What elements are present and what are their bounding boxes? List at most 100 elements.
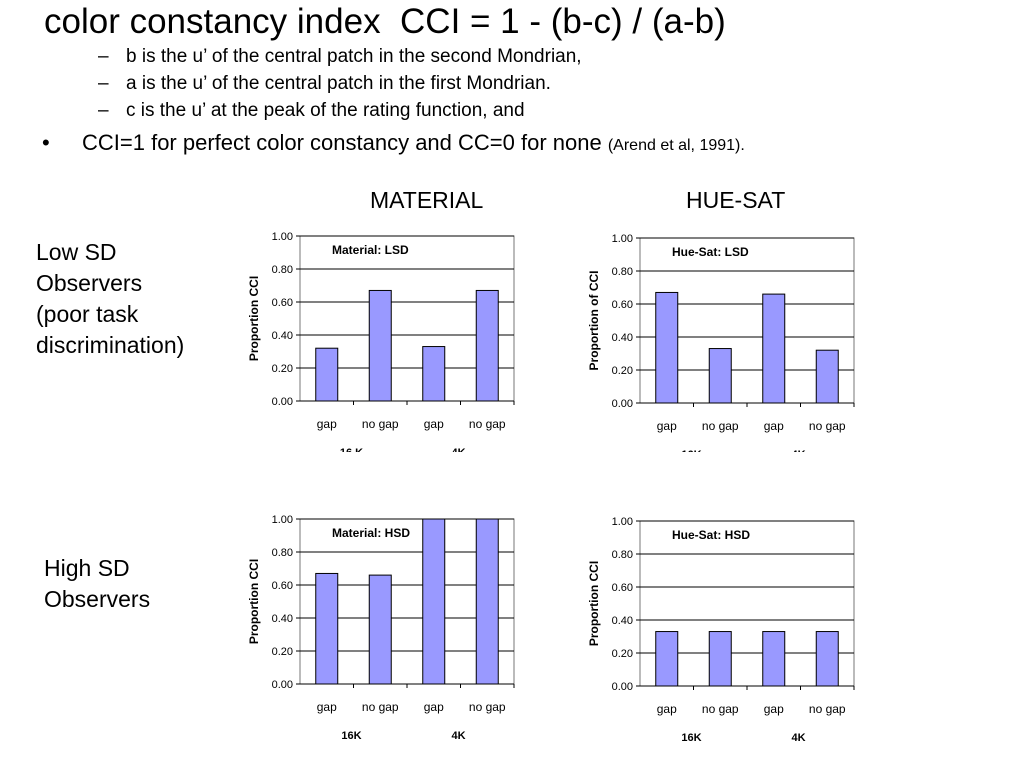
x-tick-label: gap <box>424 417 444 431</box>
x-tick-label: gap <box>657 419 677 433</box>
bar <box>368 289 392 402</box>
row-label-line: Observers <box>36 270 143 296</box>
chart-material-hsd: 0.00 0.20 0.40 0.60 0.80 1.00 gap no gap gap no g… <box>238 503 538 743</box>
group-label: 16K <box>341 730 361 742</box>
y-tick-label: 1.00 <box>272 231 293 243</box>
group-label: 16 K <box>340 447 363 452</box>
y-axis-label: Proportion CCI <box>247 276 261 361</box>
chart-title: Material: HSD <box>332 526 410 540</box>
y-tick-label: 0.00 <box>272 679 293 691</box>
bar <box>762 631 786 687</box>
bar <box>815 349 839 404</box>
bar <box>315 572 339 685</box>
bar <box>655 631 679 687</box>
y-axis-label: Proportion of CCI <box>587 271 601 371</box>
row-label-high-sd: High SD Observers <box>44 553 150 615</box>
subitem-a: – a is the u’ of the central patch in the… <box>98 72 551 96</box>
group-label: 16K <box>681 732 701 744</box>
slide-title: color constancy index CCI = 1 - (b-c) / … <box>44 2 726 41</box>
column-header-hue-sat: HUE-SAT <box>686 187 786 213</box>
bar <box>708 348 732 404</box>
y-tick-label: 0.40 <box>612 332 633 344</box>
chart-title: Hue-Sat: LSD <box>672 245 749 259</box>
y-tick-label: 1.00 <box>272 514 293 526</box>
y-tick-label: 0.20 <box>272 646 293 658</box>
bullet-citation: (Arend et al, 1991). <box>607 137 745 154</box>
bar <box>475 518 499 685</box>
y-tick-label: 1.00 <box>612 233 633 245</box>
group-label: 4K <box>451 730 465 742</box>
y-axis-label: Proportion CCI <box>247 559 261 644</box>
x-tick-label: gap <box>317 700 337 714</box>
x-tick-label: gap <box>317 417 337 431</box>
group-label: 4K <box>451 447 465 452</box>
bar <box>762 293 786 404</box>
chart-material-lsd: 0.00 0.20 0.40 0.60 0.80 1.00 gap no gap gap no g… <box>238 220 538 452</box>
y-tick-label: 0.80 <box>272 547 293 559</box>
chart-title: Hue-Sat: HSD <box>672 528 750 542</box>
dash-marker: – <box>98 73 109 94</box>
subitem-text: c is the u’ at the peak of the rating fu… <box>126 100 525 121</box>
bar <box>422 346 446 402</box>
bar <box>422 518 446 685</box>
y-tick-label: 0.40 <box>272 330 293 342</box>
y-tick-label: 0.60 <box>612 582 633 594</box>
y-axis-label: Proportion CCI <box>587 561 601 646</box>
x-tick-label: no gap <box>469 700 506 714</box>
bar <box>655 291 679 404</box>
row-label-line: High SD <box>44 555 130 581</box>
bullet-marker: • <box>42 130 50 155</box>
chart-svg: 0.00 0.20 0.40 0.60 0.80 1.00 gap no gap gap no g… <box>247 231 515 452</box>
group-label: 4K <box>791 732 805 744</box>
chart-svg: 0.00 0.20 0.40 0.60 0.80 1.00 gap no gap gap no g… <box>587 516 855 744</box>
y-tick-label: 0.60 <box>272 580 293 592</box>
x-tick-label: gap <box>764 419 784 433</box>
subitem-text: b is the u’ of the central patch in the … <box>126 46 582 67</box>
y-tick-label: 0.20 <box>612 365 633 377</box>
bar <box>315 347 339 402</box>
row-label-line: discrimination) <box>36 332 185 358</box>
bar <box>708 631 732 687</box>
group-label: 4K <box>791 449 805 452</box>
chart-svg: 0.00 0.20 0.40 0.60 0.80 1.00 gap no gap gap no g… <box>587 233 855 452</box>
chart-svg: 0.00 0.20 0.40 0.60 0.80 1.00 gap no gap gap no g… <box>247 514 515 742</box>
bullet-cci: • CCI=1 for perfect color constancy and C… <box>42 128 745 161</box>
y-tick-label: 0.80 <box>272 264 293 276</box>
x-tick-label: no gap <box>809 702 846 716</box>
y-tick-label: 0.00 <box>612 681 633 693</box>
x-tick-label: no gap <box>469 417 506 431</box>
x-tick-label: no gap <box>702 702 739 716</box>
subitem-b: – b is the u’ of the central patch in the… <box>98 45 582 69</box>
row-label-line: (poor task <box>36 301 139 327</box>
y-tick-label: 0.80 <box>612 266 633 278</box>
chart-title: Material: LSD <box>332 243 409 257</box>
y-tick-label: 0.40 <box>272 613 293 625</box>
column-header-material: MATERIAL <box>370 187 484 213</box>
y-tick-label: 0.60 <box>272 297 293 309</box>
x-tick-label: gap <box>764 702 784 716</box>
y-tick-label: 0.20 <box>272 363 293 375</box>
dash-marker: – <box>98 46 109 67</box>
group-label: 16K <box>681 449 701 452</box>
y-tick-label: 0.00 <box>272 396 293 408</box>
x-tick-label: gap <box>657 702 677 716</box>
row-label-line: Observers <box>44 586 151 612</box>
row-label-line: Low SD <box>36 239 117 265</box>
y-tick-label: 0.80 <box>612 549 633 561</box>
x-tick-label: no gap <box>809 419 846 433</box>
subitem-text: a is the u’ of the central patch in the … <box>126 73 551 94</box>
row-label-low-sd: Low SD Observers (poor task discriminati… <box>36 237 184 361</box>
x-tick-label: no gap <box>362 417 399 431</box>
x-tick-label: no gap <box>362 700 399 714</box>
bullet-text: CCI=1 for perfect color constancy and CC… <box>82 130 602 155</box>
y-tick-label: 1.00 <box>612 516 633 528</box>
dash-marker: – <box>98 100 109 121</box>
chart-hue-sat-lsd: 0.00 0.20 0.40 0.60 0.80 1.00 gap no gap gap no g… <box>578 222 878 452</box>
bar <box>475 289 499 402</box>
y-tick-label: 0.60 <box>612 299 633 311</box>
y-tick-label: 0.40 <box>612 615 633 627</box>
chart-hue-sat-hsd: 0.00 0.20 0.40 0.60 0.80 1.00 gap no gap gap no g… <box>578 505 878 745</box>
x-tick-label: gap <box>424 700 444 714</box>
x-tick-label: no gap <box>702 419 739 433</box>
y-tick-label: 0.00 <box>612 398 633 410</box>
